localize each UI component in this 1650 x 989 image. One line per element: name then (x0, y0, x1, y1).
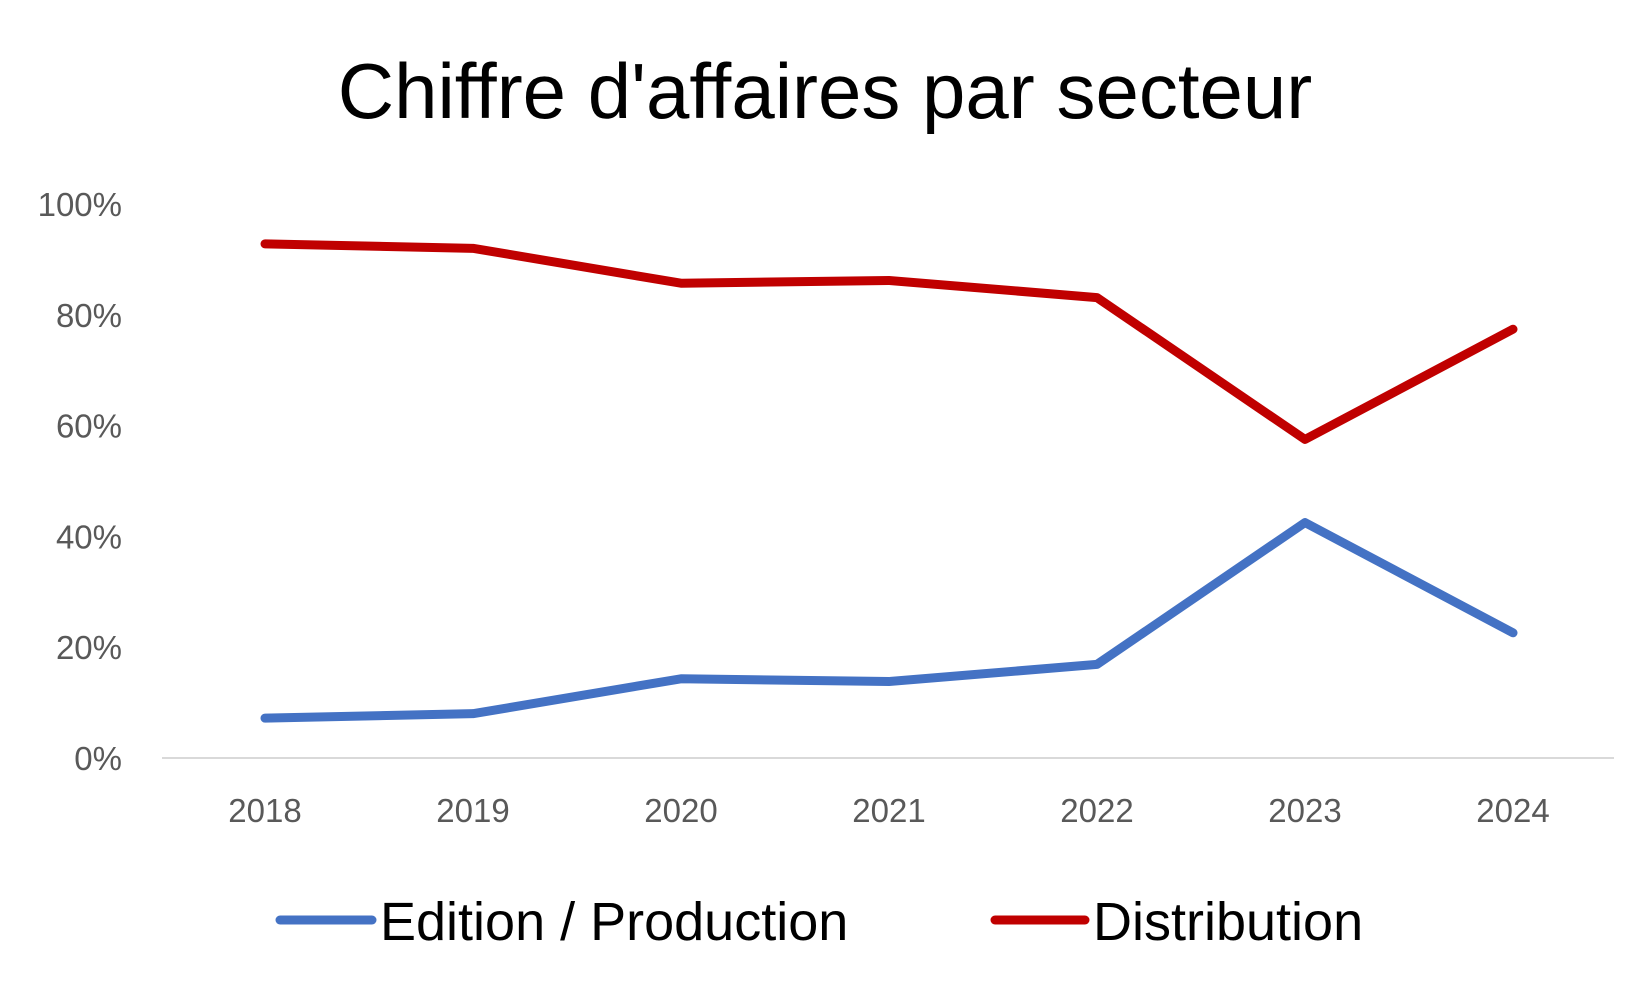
x-tick-label: 2019 (436, 792, 509, 829)
legend-label: Edition / Production (380, 892, 848, 952)
y-axis: 0% 20% 40% 60% 80% 100% (38, 186, 122, 777)
x-tick-label: 2023 (1268, 792, 1341, 829)
y-tick-label: 40% (56, 518, 122, 555)
y-tick-label: 20% (56, 629, 122, 666)
x-axis: 2018 2019 2020 2021 2022 2023 2024 (162, 757, 1614, 829)
y-tick-label: 100% (38, 186, 122, 223)
series-line-edition-production (260, 518, 1518, 723)
legend: Edition / Production Distribution (275, 892, 1363, 952)
x-tick-label: 2024 (1476, 792, 1549, 829)
x-tick-label: 2018 (228, 792, 301, 829)
series-layer (260, 239, 1518, 723)
x-tick-label: 2021 (852, 792, 925, 829)
y-tick-label: 0% (74, 740, 122, 777)
legend-label: Distribution (1093, 892, 1363, 952)
x-tick-label: 2020 (644, 792, 717, 829)
y-tick-label: 80% (56, 297, 122, 334)
series-line-distribution (260, 239, 1518, 444)
y-tick-label: 60% (56, 408, 122, 445)
chart-title: Chiffre d'affaires par secteur (338, 47, 1313, 135)
x-tick-label: 2022 (1060, 792, 1133, 829)
